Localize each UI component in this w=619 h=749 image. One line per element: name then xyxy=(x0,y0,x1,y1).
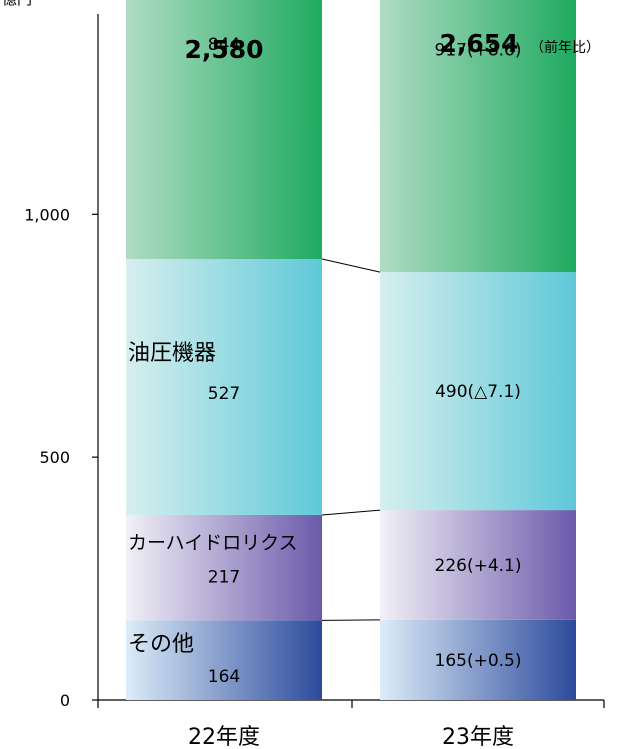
labels-layer: その他 164 165(+0.5) カーハイドロリクス 217 226(+4.1) 油圧機器… xyxy=(128,0,522,687)
total-label-22: 2,580 xyxy=(184,35,263,64)
bar-segment xyxy=(126,0,322,259)
bar-segment xyxy=(380,510,576,620)
connector-line xyxy=(321,509,381,516)
value-label-23: 490(△7.1) xyxy=(435,382,521,402)
series-name-label: 油圧機器 xyxy=(128,341,216,366)
value-label-22: 217 xyxy=(208,568,240,588)
bar-segment xyxy=(380,619,576,700)
bar-segment xyxy=(126,258,322,515)
bars-layer xyxy=(126,0,576,700)
total-label-23: 2,654 xyxy=(439,29,518,58)
bar-segment xyxy=(126,514,322,621)
series-name-label: ベアリング xyxy=(128,0,258,1)
yoy-note: （前年比） xyxy=(530,39,600,56)
x-category-label: 22年度 xyxy=(188,725,260,749)
value-label-23: 165(+0.5) xyxy=(435,651,522,671)
bar-segment xyxy=(126,620,322,700)
connector-line xyxy=(321,258,381,273)
value-label-23: 226(+4.1) xyxy=(435,556,522,576)
x-category-label: 23年度 xyxy=(442,725,514,749)
value-label-22: 164 xyxy=(208,667,240,687)
y-tick-label: 0 xyxy=(60,691,70,710)
value-label-22: 527 xyxy=(208,384,240,404)
series-name-label: カーハイドロリクス xyxy=(128,532,298,554)
bar-segment xyxy=(380,0,576,273)
unit-label: 億円 xyxy=(2,0,32,8)
value-label-22: 844 xyxy=(208,35,240,55)
bar-segment xyxy=(380,272,576,511)
y-tick-label: 1,000 xyxy=(24,205,70,224)
series-name-label: その他 xyxy=(128,632,194,657)
value-label-23: 917(+8.6) xyxy=(435,40,522,60)
y-tick-label: 500 xyxy=(39,448,70,467)
connectors-layer xyxy=(321,258,381,621)
